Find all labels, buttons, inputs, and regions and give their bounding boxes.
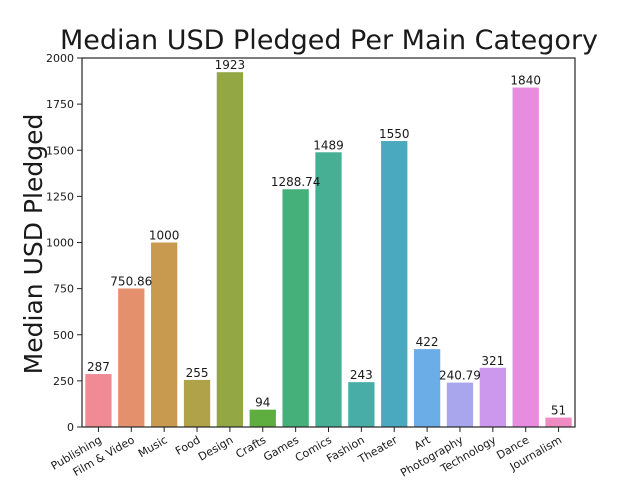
bar: [216, 72, 244, 428]
y-tick-label: 0: [67, 421, 74, 434]
chart-title: Median USD Pledged Per Main Category: [60, 25, 598, 56]
x-tick-label: Music: [136, 433, 170, 460]
y-ticks-group: 0 250 500 750 1000 1250 1500 1750 2000: [46, 52, 82, 434]
bar: [118, 288, 145, 427]
bar: [512, 87, 539, 428]
bar: [282, 189, 309, 427]
y-tick-label: 750: [53, 283, 74, 296]
plot-frame: [81, 57, 576, 428]
bar: [315, 152, 342, 428]
bar: [413, 349, 441, 427]
bar-value-label: 1840: [510, 74, 541, 88]
y-tick-label: 250: [53, 375, 74, 388]
bar-value-label: 1000: [149, 229, 180, 243]
y-tick-label: 1750: [46, 98, 74, 111]
bar: [249, 409, 276, 427]
bar: [479, 367, 506, 427]
y-tick-label: 500: [53, 329, 74, 342]
bar-value-label: 240.79: [439, 369, 481, 383]
y-tick-label: 1500: [46, 144, 74, 157]
bar: [151, 242, 178, 427]
bar-value-label: 750.86: [110, 274, 152, 288]
bar: [85, 374, 112, 427]
bar-value-label: 94: [255, 396, 270, 410]
bar-value-label: 255: [186, 366, 209, 380]
y-axis-label: Median USD Pledged: [19, 114, 48, 375]
y-tick-label: 1250: [46, 190, 74, 203]
x-tick-label: Design: [196, 433, 235, 463]
value-labels-group: 287 750.86 1000 255 1923 94 1288.74 1489 243 1550…: [87, 58, 566, 417]
bar-value-label: 51: [551, 404, 566, 418]
bar: [446, 382, 474, 427]
bar-value-label: 321: [481, 354, 504, 368]
bar: [545, 417, 572, 427]
bar-value-label: 287: [87, 360, 110, 374]
bar-value-label: 422: [416, 335, 439, 349]
bars-group: [85, 72, 572, 428]
bar: [183, 379, 211, 427]
bar: [381, 141, 408, 427]
y-tick-label: 2000: [46, 52, 74, 65]
bar-value-label: 1489: [313, 138, 344, 152]
bar-value-label: 243: [350, 368, 373, 382]
bar-value-label: 1923: [215, 58, 246, 72]
y-tick-label: 1000: [46, 237, 74, 250]
bar-value-label: 1550: [379, 127, 410, 141]
bar: [348, 382, 375, 427]
bar-value-label: 1288.74: [271, 175, 321, 189]
